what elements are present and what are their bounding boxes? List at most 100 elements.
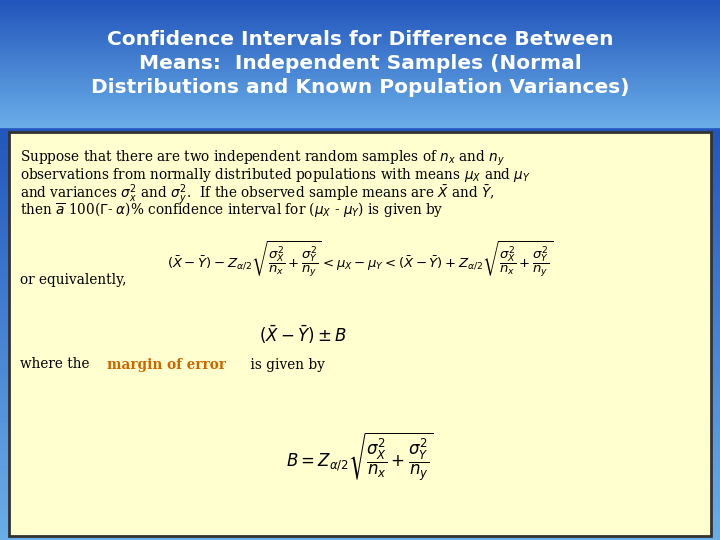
Bar	[0, 208, 720, 215]
Bar	[0, 275, 720, 282]
Bar	[0, 28, 720, 30]
Bar	[0, 109, 720, 111]
Bar	[0, 260, 720, 266]
Bar	[0, 441, 720, 447]
Bar	[0, 55, 720, 57]
Bar	[0, 50, 720, 52]
Bar	[0, 65, 720, 68]
Bar	[0, 99, 720, 102]
Bar	[0, 358, 720, 365]
Bar	[0, 116, 720, 119]
Bar	[0, 59, 720, 62]
Bar	[0, 219, 720, 225]
Bar	[0, 77, 720, 79]
Bar	[0, 162, 720, 168]
Bar	[0, 113, 720, 116]
Text: $(\bar{X}-\bar{Y})-Z_{\alpha/2}\sqrt{\dfrac{\sigma^2_X}{n_x}+\dfrac{\sigma^2_Y}{: $(\bar{X}-\bar{Y})-Z_{\alpha/2}\sqrt{\df…	[167, 239, 553, 279]
Bar	[0, 13, 720, 16]
Bar	[0, 26, 720, 29]
Bar	[0, 38, 720, 41]
Bar	[0, 114, 720, 117]
Text: observations from normally distributed populations with means $\mu_X$ and $\mu_Y: observations from normally distributed p…	[20, 166, 531, 184]
Bar	[0, 296, 720, 302]
Bar	[0, 2, 720, 5]
Bar	[0, 271, 720, 276]
Text: is given by: is given by	[246, 357, 325, 372]
Bar	[0, 45, 720, 48]
Text: Confidence Intervals for Difference Between
Means:  Independent Samples (Normal
: Confidence Intervals for Difference Betw…	[91, 30, 629, 97]
Bar	[0, 255, 720, 261]
Bar	[0, 23, 720, 25]
Bar	[0, 112, 720, 114]
Bar	[0, 224, 720, 230]
Bar	[0, 234, 720, 240]
Bar	[0, 51, 720, 54]
Bar	[0, 36, 720, 38]
Bar	[0, 7, 720, 10]
Bar	[0, 73, 720, 76]
Bar	[0, 21, 720, 24]
Text: margin of error: margin of error	[107, 357, 225, 372]
Bar	[0, 107, 720, 110]
Bar	[0, 389, 720, 395]
Bar	[0, 121, 720, 124]
Text: Suppose that there are two independent random samples of $n_x$ and $n_y$: Suppose that there are two independent r…	[20, 148, 505, 168]
Bar	[0, 229, 720, 235]
Bar	[0, 86, 720, 89]
Bar	[0, 85, 720, 87]
Bar	[0, 78, 720, 81]
Bar	[0, 123, 720, 125]
Bar	[0, 492, 720, 499]
Bar	[0, 48, 720, 51]
Bar	[0, 498, 720, 504]
Bar	[0, 9, 720, 11]
Bar	[0, 1, 720, 3]
Bar	[0, 126, 720, 132]
Bar	[0, 89, 720, 92]
Bar	[0, 312, 720, 318]
Bar	[0, 5, 720, 8]
Bar	[0, 0, 720, 2]
Bar	[0, 420, 720, 427]
Bar	[0, 96, 720, 98]
Bar	[0, 353, 720, 359]
Bar	[0, 518, 720, 524]
Bar	[0, 482, 720, 488]
Bar	[0, 119, 720, 122]
Bar	[0, 265, 720, 272]
Bar	[0, 146, 720, 153]
Bar	[0, 249, 720, 256]
Bar	[0, 92, 720, 95]
Bar	[0, 15, 720, 17]
Bar	[0, 301, 720, 308]
Bar	[0, 317, 720, 323]
Bar	[0, 198, 720, 204]
Bar	[0, 91, 720, 93]
Text: or equivalently,: or equivalently,	[20, 273, 127, 287]
Bar	[0, 477, 720, 483]
Bar	[0, 157, 720, 163]
Bar	[0, 508, 720, 514]
Bar	[0, 529, 720, 535]
Bar	[0, 394, 720, 401]
Bar	[0, 94, 720, 97]
Bar	[0, 291, 720, 298]
Bar	[0, 100, 720, 103]
Bar	[0, 131, 720, 137]
Bar	[0, 343, 720, 349]
Bar	[0, 72, 720, 75]
Bar	[0, 61, 720, 64]
Text: then $\overline{a}$ 100($\Gamma$- $\alpha$)% confidence interval for ($\mu_X$ - : then $\overline{a}$ 100($\Gamma$- $\alph…	[20, 200, 444, 219]
Bar	[0, 487, 720, 494]
Bar	[0, 322, 720, 328]
Bar	[0, 348, 720, 354]
Bar	[0, 75, 720, 78]
Bar	[0, 56, 720, 59]
Bar	[0, 214, 720, 220]
Bar	[0, 332, 720, 339]
Bar	[0, 62, 720, 65]
Bar	[0, 410, 720, 416]
Bar	[0, 16, 720, 19]
Bar	[0, 58, 720, 60]
Bar	[0, 281, 720, 287]
